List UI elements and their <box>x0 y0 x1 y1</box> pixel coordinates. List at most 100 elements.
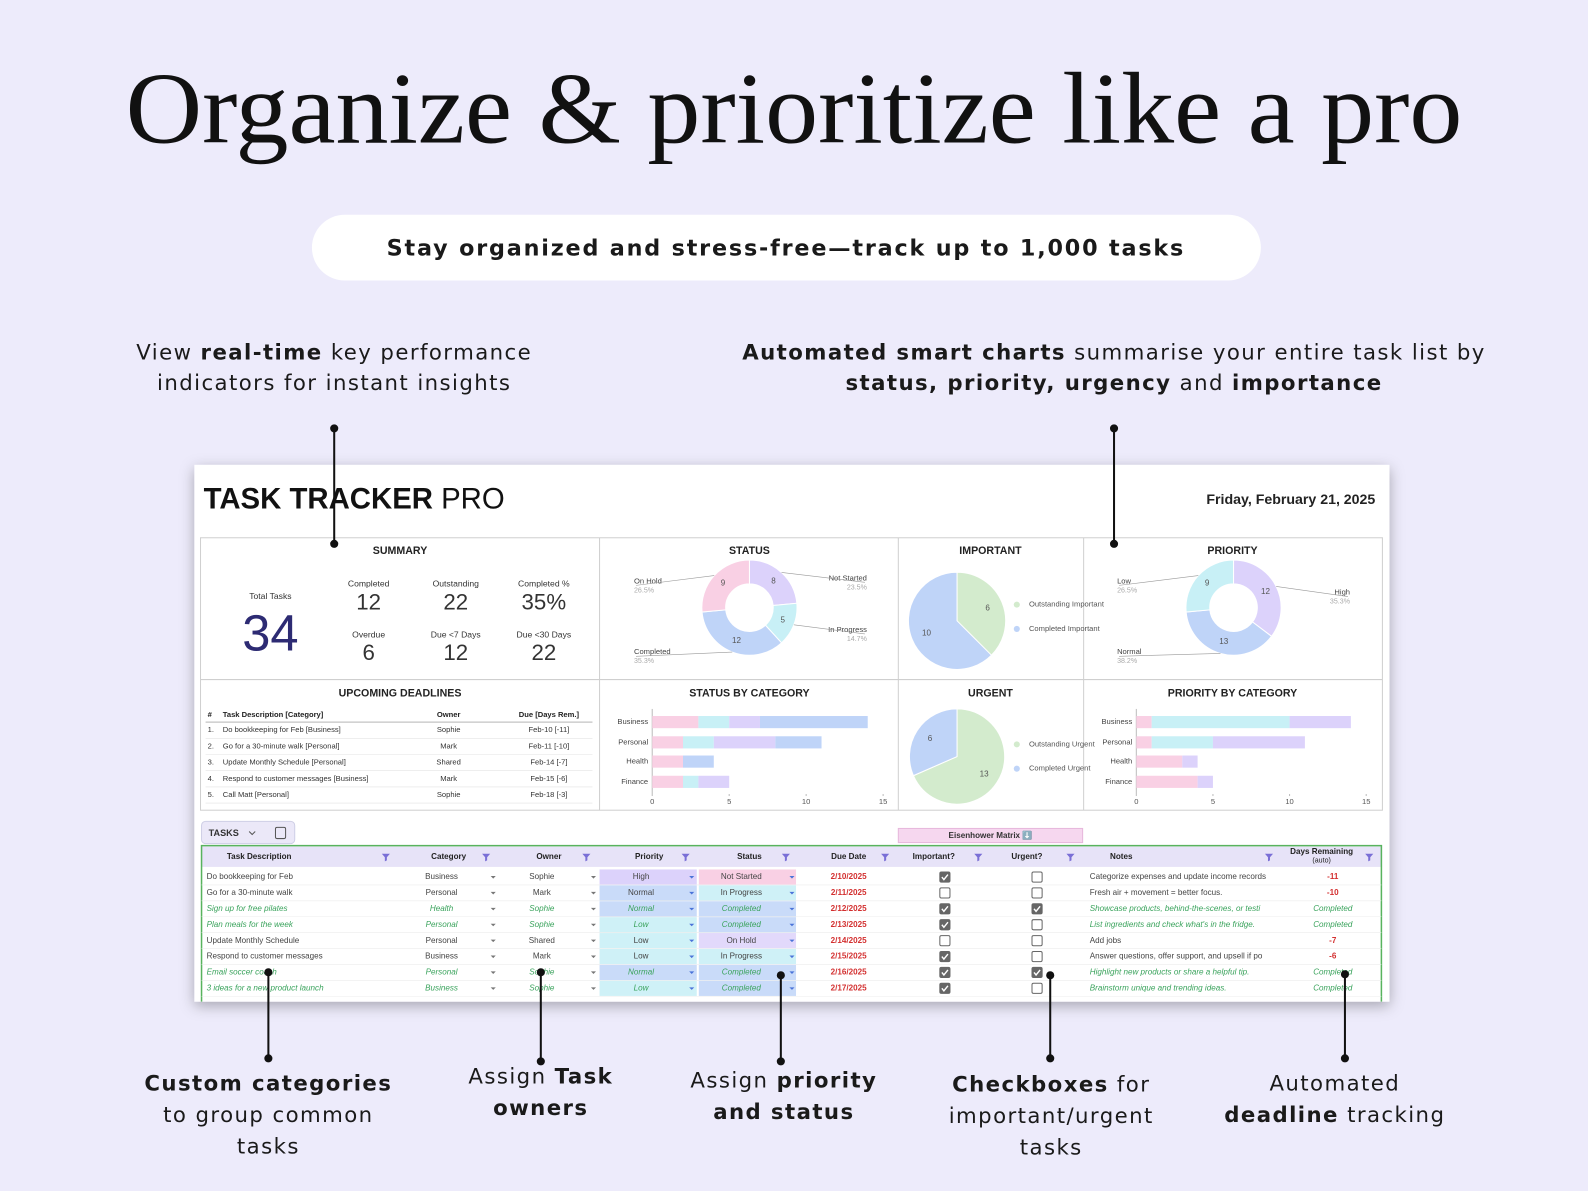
checkbox <box>1031 919 1043 931</box>
dropdown-caret <box>689 971 695 974</box>
slice-percent: 23.5% <box>847 583 868 591</box>
table-cell: Low <box>634 920 650 929</box>
checkbox-box <box>939 982 951 994</box>
status-cell <box>698 948 797 965</box>
dashboard-title: TASK TRACKER PRO <box>204 482 505 515</box>
callout-text: indicators for instant insights <box>157 371 511 396</box>
checkbox-tick <box>1033 905 1041 913</box>
checkbox-box <box>939 966 951 979</box>
kpi-label: Overdue <box>352 629 385 639</box>
slice-value: 9 <box>1205 579 1210 588</box>
tab-icon <box>274 826 287 840</box>
table-cell: Not Started <box>721 872 762 881</box>
table-cell: -6 <box>1329 952 1337 961</box>
dropdown-caret <box>689 955 695 959</box>
slice-label: In Progress <box>828 625 867 634</box>
leader-line <box>1119 575 1199 586</box>
table-cell: Completed <box>722 983 762 992</box>
dropdown-caret <box>590 907 597 911</box>
leader-line <box>781 572 865 583</box>
checkbox-box <box>939 919 951 931</box>
callout-text: summarise your entire task list by <box>1066 340 1486 365</box>
callout-line: and status <box>713 1100 854 1125</box>
checkbox-tick <box>941 969 949 977</box>
callout-text: real-time <box>201 340 323 365</box>
slice-value: 8 <box>771 576 776 585</box>
table-cell: Feb-18 [-3] <box>530 790 567 799</box>
panel-heading: STATUS BY CATEGORY <box>689 688 809 700</box>
slice-value: 6 <box>928 734 933 743</box>
table-cell: Low <box>634 952 649 961</box>
pie-slice <box>1233 559 1282 638</box>
priority-cell <box>599 901 697 917</box>
callout-line: Automated <box>1269 1072 1400 1097</box>
headline: Organize & prioritize like a pro <box>126 53 1463 165</box>
bar-segment <box>775 736 822 749</box>
x-tick-label: 0 <box>650 797 654 806</box>
table-cell: Fresh air + movement = better focus. <box>1090 888 1223 897</box>
pointer-dot <box>1340 1054 1349 1063</box>
dropdown-caret <box>789 923 795 927</box>
callout-text: status, priority, urgency <box>845 371 1171 396</box>
filter-icon <box>881 853 890 862</box>
kpi-label: Total Tasks <box>249 591 291 601</box>
table-cell: Completed <box>722 920 762 929</box>
table-cell: Mark <box>533 952 552 961</box>
callout-line: to group common <box>163 1103 373 1128</box>
legend-text: Outstanding Urgent <box>1029 739 1096 748</box>
checkbox <box>1031 887 1043 899</box>
kpi-label: Completed % <box>518 579 570 589</box>
pointer-dot <box>1046 971 1055 980</box>
table-cell: Completed <box>1313 983 1353 992</box>
dropdown-caret <box>789 939 795 943</box>
dropdown-caret <box>490 907 496 911</box>
callout-text: Automated smart charts <box>742 340 1066 365</box>
checkbox-box <box>1031 871 1043 883</box>
filter-icon <box>582 853 591 862</box>
table-cell: Sophie <box>529 872 555 881</box>
bar-segment <box>652 755 684 768</box>
column-header: Status <box>737 852 762 861</box>
callout-line: Automated smart charts summarise your en… <box>742 340 1486 365</box>
bar-segment <box>1136 775 1198 788</box>
panel-heading: STATUS <box>729 545 770 557</box>
kpi-total: 34 <box>242 604 298 661</box>
table-cell: 5. <box>208 790 214 799</box>
category-label: Business <box>1102 717 1133 726</box>
bar-segment <box>1151 716 1290 729</box>
slice-value: 13 <box>1219 637 1229 646</box>
status-cell <box>698 885 797 901</box>
table-cell: Respond to customer messages <box>207 952 323 961</box>
table-cell: Feb-15 [-6] <box>530 774 567 783</box>
bar-segment <box>1136 716 1152 729</box>
table-cell: Do bookkeeping for Feb <box>207 872 294 881</box>
callout-text: Assign <box>690 1069 776 1094</box>
slice-value: 6 <box>985 603 990 612</box>
table-cell: 3 ideas for a new product launch <box>207 983 324 992</box>
filter-icon <box>681 853 690 862</box>
kpi-value: 12 <box>443 640 468 665</box>
table-cell: Normal <box>628 904 654 913</box>
legend-label: Outstanding Urgent <box>1029 739 1096 748</box>
slice-percent: 26.5% <box>1117 586 1138 594</box>
panel-heading: URGENT <box>968 688 1013 700</box>
table-cell: 1. <box>208 725 214 734</box>
status-cell <box>698 933 797 949</box>
table-cell: High <box>633 872 650 881</box>
callout-text: Task <box>555 1065 614 1090</box>
dropdown-caret <box>789 907 795 911</box>
bar-segment <box>652 775 684 788</box>
dropdown-caret <box>590 939 597 943</box>
bar-segment <box>1212 736 1305 749</box>
status-cell <box>698 917 797 933</box>
bar-segment <box>729 716 760 729</box>
priority-cell <box>599 917 697 933</box>
dropdown-caret <box>789 891 795 895</box>
callout-line: status, priority, urgency and importance <box>845 371 1382 396</box>
slice-value: 9 <box>721 579 726 588</box>
table-cell: Completed <box>1313 968 1353 977</box>
callout-text: deadline <box>1224 1103 1339 1128</box>
x-tick-label: 5 <box>727 797 731 806</box>
pie-slice <box>956 571 1007 656</box>
